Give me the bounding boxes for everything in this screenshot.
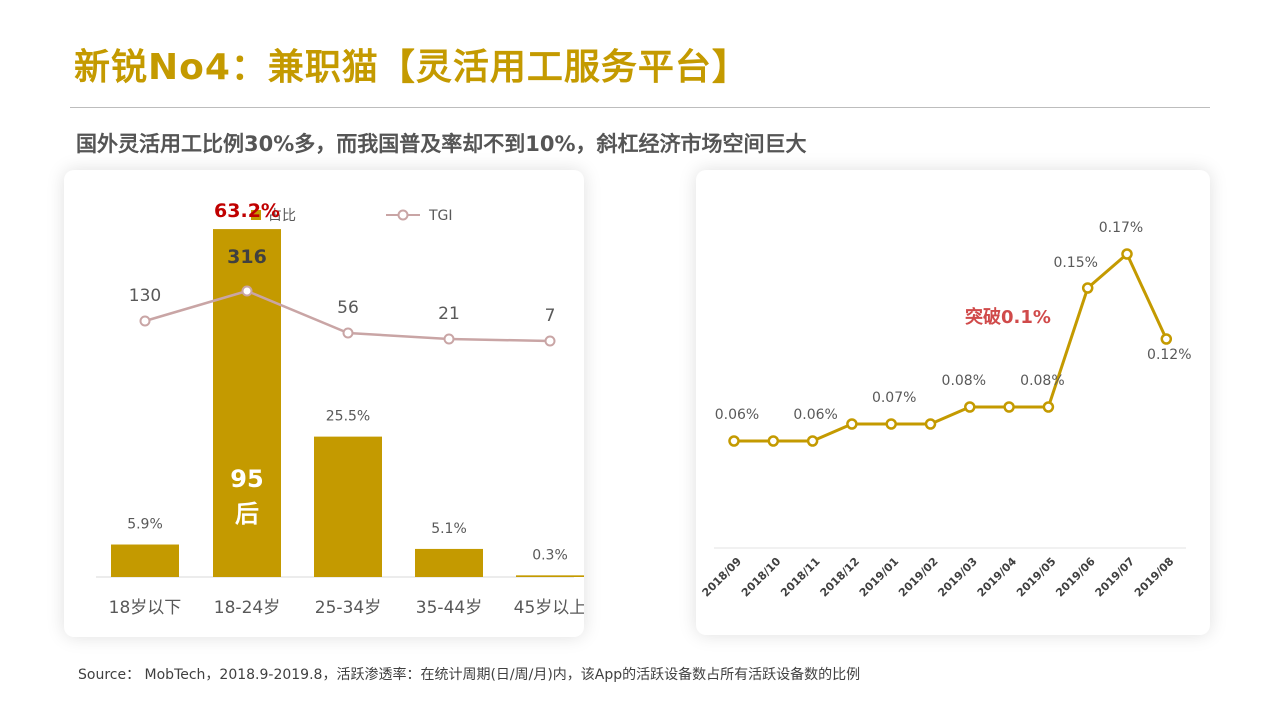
bar-4 <box>516 575 584 577</box>
x-tick-label-5: 2019/02 <box>896 555 941 600</box>
tgi-value-label-1: 316 <box>227 246 267 268</box>
x-tick-label-11: 2019/08 <box>1132 555 1177 600</box>
breakthrough-annotation: 突破0.1% <box>965 306 1051 328</box>
legend-bar-label: 占比 <box>268 208 296 224</box>
trend-value-label-6: 0.08% <box>942 373 986 389</box>
trend-value-label-9: 0.15% <box>1053 255 1097 271</box>
x-tick-label-4: 2019/01 <box>857 555 902 600</box>
bar-value-label-4: 0.3% <box>532 547 568 563</box>
x-tick-label-1: 18-24岁 <box>214 598 280 618</box>
tgi-value-label-4: 7 <box>545 306 556 326</box>
tgi-point-1 <box>241 285 253 297</box>
trend-point-0 <box>728 435 740 447</box>
penetration-trend-card: 0.06% 2018/09 2018/10 0.06% 2018/11 2018/12 0.… <box>696 170 1210 635</box>
x-tick-label-2: 2018/11 <box>778 555 823 600</box>
trend-value-label-8: 0.08% <box>1020 373 1064 389</box>
x-tick-label-0: 18岁以下 <box>109 598 182 618</box>
trend-point-4 <box>885 418 897 430</box>
trend-point-7 <box>1003 401 1015 413</box>
tgi-point-3 <box>443 333 455 345</box>
page-subtitle: 国外灵活用工比例30%多，而我国普及率却不到10%，斜杠经济市场空间巨大 <box>76 132 807 156</box>
age-distribution-card: 占比 TGI 5.9% 18岁以下 63.2% 18-24岁 25.5% 25-34岁 5.1%… <box>64 170 584 637</box>
trend-point-3 <box>846 418 858 430</box>
tgi-value-label-2: 56 <box>337 298 359 318</box>
trend-value-label-0: 0.06% <box>715 407 759 423</box>
trend-point-8 <box>1042 401 1055 413</box>
trend-value-label-10: 0.17% <box>1099 220 1143 236</box>
trend-point-2 <box>806 435 819 447</box>
title-divider <box>70 107 1210 108</box>
trend-value-label-4: 0.07% <box>872 390 916 406</box>
trend-point-9 <box>1081 282 1094 294</box>
x-tick-label-6: 2019/03 <box>935 555 980 600</box>
trend-value-label-11: 0.12% <box>1147 347 1191 363</box>
x-tick-label-0: 2018/09 <box>700 555 745 600</box>
trend-point-5 <box>924 418 937 430</box>
tgi-value-label-3: 21 <box>438 304 460 324</box>
trend-point-10 <box>1121 248 1133 260</box>
x-tick-label-2: 25-34岁 <box>315 598 381 618</box>
bar-value-label-1: 63.2% <box>214 200 280 222</box>
x-tick-label-4: 45岁以上 <box>514 598 584 618</box>
x-tick-label-3: 2018/12 <box>818 555 863 600</box>
tgi-point-0 <box>139 315 151 327</box>
age-distribution-chart: 占比 TGI 5.9% 18岁以下 63.2% 18-24岁 25.5% 25-34岁 5.1%… <box>96 200 584 618</box>
source-note: Source： MobTech，2018.9-2019.8，活跃渗透率：在统计周… <box>78 667 861 683</box>
tgi-point-4 <box>544 335 556 347</box>
x-tick-label-9: 2019/06 <box>1053 555 1098 600</box>
x-tick-label-7: 2019/04 <box>975 555 1020 600</box>
bar-value-label-0: 5.9% <box>127 517 163 533</box>
trend-value-label-2: 0.06% <box>793 407 837 423</box>
bar-value-label-3: 5.1% <box>431 521 467 537</box>
x-tick-label-3: 35-44岁 <box>416 598 482 618</box>
bar-0 <box>111 544 179 577</box>
trend-point-6 <box>964 401 976 413</box>
legend-bar-swatch <box>251 210 261 220</box>
legend-tgi-marker <box>397 209 409 221</box>
page-title: 新锐No4：兼职猫【灵活用工服务平台】 <box>74 47 749 88</box>
x-tick-label-10: 2019/07 <box>1093 555 1138 600</box>
x-tick-label-1: 2018/10 <box>739 555 784 600</box>
bar-annotation-line-1: 95 <box>230 465 263 493</box>
trend-point-11 <box>1160 333 1173 345</box>
trend-point-1 <box>767 435 780 447</box>
x-tick-label-8: 2019/05 <box>1014 555 1059 600</box>
bar-value-label-2: 25.5% <box>326 409 370 425</box>
bar-3 <box>415 548 483 577</box>
tgi-point-2 <box>342 327 354 339</box>
trend-series-line <box>734 251 1168 443</box>
bar-2 <box>314 436 382 577</box>
tgi-value-label-0: 130 <box>129 286 161 306</box>
bar-annotation-line-2: 后 <box>235 500 259 528</box>
legend-tgi-label: TGI <box>428 208 453 224</box>
